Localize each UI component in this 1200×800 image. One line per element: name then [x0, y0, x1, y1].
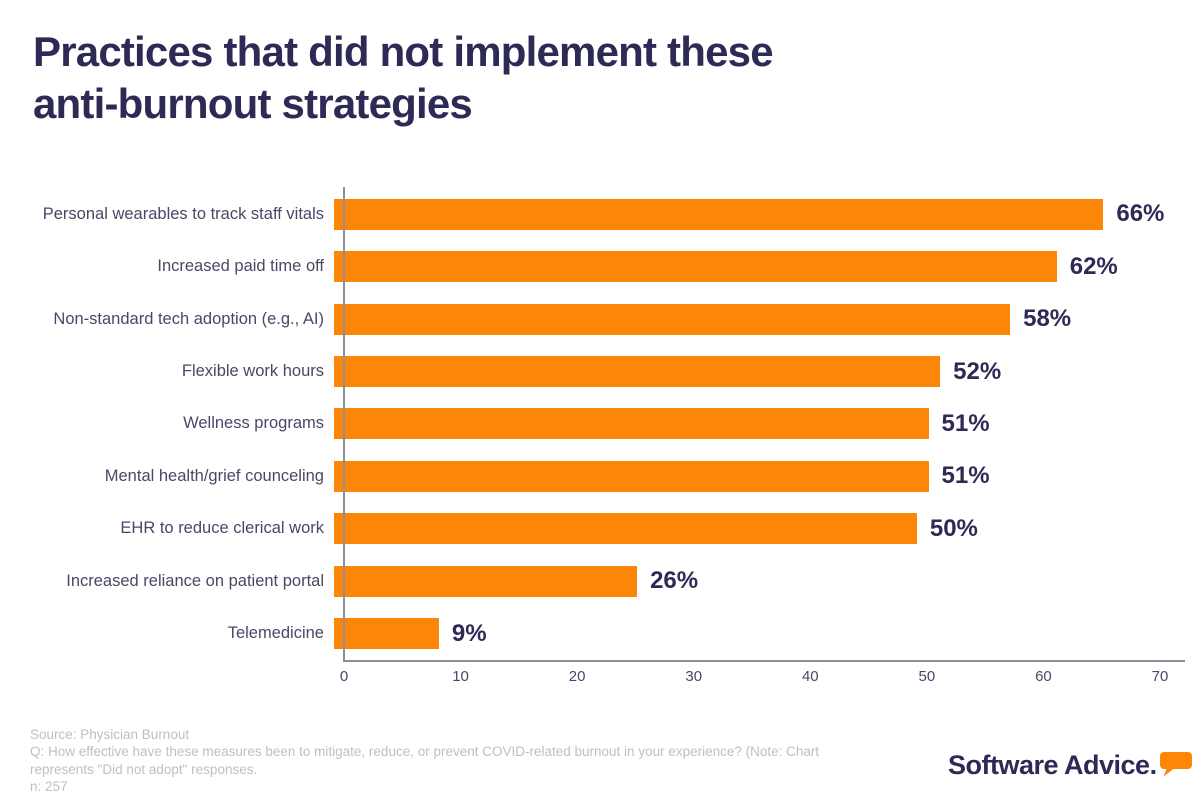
bar — [334, 618, 439, 650]
value-label: 50% — [929, 514, 978, 542]
bar — [334, 356, 941, 388]
bar-track: 51% — [334, 450, 1200, 502]
bar — [334, 513, 917, 545]
x-tick-label: 50 — [918, 668, 936, 685]
bar-track: 51% — [334, 398, 1200, 450]
category-label: Increased paid time off — [157, 257, 324, 276]
category-label: Personal wearables to track staff vitals — [42, 204, 324, 223]
category-label: Increased reliance on patient portal — [66, 571, 324, 590]
value-label: 52% — [953, 357, 1002, 385]
category-label: Non-standard tech adoption (e.g., AI) — [53, 309, 324, 328]
chart-row: Telemedicine 9% — [0, 608, 1200, 660]
y-axis-line — [343, 187, 345, 661]
value-label: 51% — [941, 409, 990, 437]
x-tick-label: 10 — [452, 668, 469, 685]
category-label: Telemedicine — [227, 624, 324, 643]
question-note: Q: How effective have these measures bee… — [30, 744, 820, 777]
bar-track: 66% — [334, 188, 1200, 240]
source-note: Source: Physician Burnout — [30, 727, 190, 742]
category-label: EHR to reduce clerical work — [120, 519, 324, 538]
bar — [334, 303, 1011, 335]
chart-row: Non-standard tech adoption (e.g., AI) 58% — [0, 293, 1200, 345]
bar-chart: Personal wearables to track staff vitals… — [0, 188, 1200, 660]
category-label: Wellness programs — [183, 414, 324, 433]
bar-track: 52% — [334, 345, 1200, 397]
category-label: Mental health/grief counceling — [104, 466, 324, 485]
x-tick-label: 0 — [339, 668, 349, 685]
bar — [334, 565, 638, 597]
chart-row: Wellness programs 51% — [0, 398, 1200, 450]
sample-size-note: n: 257 — [30, 778, 68, 794]
speech-bubble-icon — [1159, 752, 1192, 777]
x-tick-label: 30 — [685, 668, 703, 685]
bar-track: 62% — [334, 240, 1200, 292]
value-label: 66% — [1116, 200, 1165, 228]
bar-track: 26% — [334, 555, 1200, 607]
bar-track: 50% — [334, 503, 1200, 555]
x-axis-line — [343, 660, 1185, 662]
bar — [334, 251, 1057, 283]
x-tick-label: 40 — [801, 668, 819, 685]
software-advice-logo: Software Advice. — [948, 751, 1192, 779]
page-title-line2: anti-burnout strategies — [33, 80, 473, 127]
page-title-line1: Practices that did not implement these — [33, 28, 774, 75]
value-label: 62% — [1069, 252, 1118, 280]
value-label: 58% — [1023, 305, 1072, 333]
logo-text: Software Advice. — [948, 750, 1157, 780]
x-tick-label: 20 — [568, 668, 586, 685]
footer-notes: Source: Physician Burnout Q: How effecti… — [30, 726, 878, 795]
chart-row: Increased reliance on patient portal 26% — [0, 555, 1200, 607]
x-axis: 0 10 20 30 40 50 60 70 — [340, 668, 1169, 688]
chart-row: Increased paid time off 62% — [0, 240, 1200, 292]
value-label: 9% — [451, 619, 487, 647]
bar — [334, 408, 929, 440]
value-label: 26% — [650, 567, 699, 595]
chart-row: Personal wearables to track staff vitals… — [0, 188, 1200, 240]
x-tick-label: 60 — [1035, 668, 1052, 685]
chart-row: Flexible work hours 52% — [0, 345, 1200, 397]
value-label: 51% — [941, 462, 990, 490]
bar-track: 9% — [334, 608, 1200, 660]
chart-row: EHR to reduce clerical work 50% — [0, 503, 1200, 555]
bar-track: 58% — [334, 293, 1200, 345]
x-tick-label: 70 — [1151, 668, 1169, 685]
bar — [334, 460, 929, 492]
chart-row: Mental health/grief counceling 51% — [0, 450, 1200, 502]
bar — [334, 198, 1104, 230]
category-label: Flexible work hours — [181, 362, 324, 381]
page-title: Practices that did not implement these a… — [33, 26, 774, 130]
